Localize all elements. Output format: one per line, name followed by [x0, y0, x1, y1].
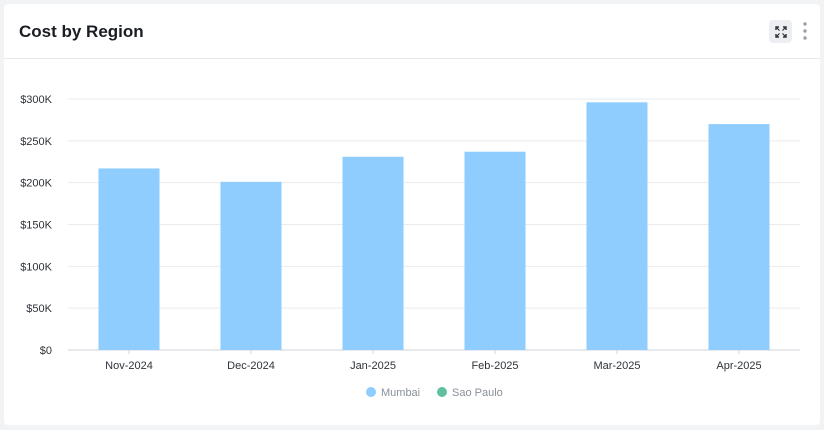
y-tick-label: $50K [26, 303, 52, 315]
legend-item-sao-paulo[interactable]: Sao Paulo [437, 387, 503, 399]
x-axis-ticks: Nov-2024 Dec-2024 Jan-2025 Feb-2025 Mar-2025… [105, 350, 762, 372]
legend-label: Mumbai [381, 387, 420, 399]
legend-swatch [437, 387, 447, 397]
card-header: Cost by Region [4, 4, 820, 59]
bar-dec-2024[interactable] [220, 181, 282, 350]
x-tick-label: Jan-2025 [350, 360, 396, 372]
bar-feb-2025[interactable] [464, 151, 526, 350]
x-tick-label: Mar-2025 [593, 360, 640, 372]
vertical-dots-icon [803, 22, 807, 40]
legend-swatch [366, 387, 376, 397]
grid-lines [68, 98, 800, 351]
y-axis-ticks: $0 $50K $100K $150K $200K $250K $300K [20, 94, 52, 357]
expand-icon [774, 25, 787, 38]
x-tick-label: Apr-2025 [716, 360, 761, 372]
x-tick-label: Feb-2025 [471, 360, 518, 372]
card-title: Cost by Region [19, 22, 144, 41]
x-tick-label: Dec-2024 [227, 360, 275, 372]
bars [98, 102, 770, 350]
bar-jan-2025[interactable] [342, 156, 404, 350]
y-tick-label: $300K [20, 94, 52, 106]
bar-apr-2025[interactable] [708, 124, 770, 350]
legend-item-mumbai[interactable]: Mumbai [366, 387, 420, 399]
y-tick-label: $200K [20, 178, 52, 190]
y-tick-label: $150K [20, 220, 52, 232]
legend-label: Sao Paulo [452, 387, 503, 399]
y-tick-label: $0 [40, 345, 52, 357]
x-tick-label: Nov-2024 [105, 360, 153, 372]
y-tick-label: $250K [20, 136, 52, 148]
expand-button[interactable] [769, 20, 792, 43]
bar-mar-2025[interactable] [586, 102, 648, 350]
bar-nov-2024[interactable] [98, 168, 160, 350]
y-tick-label: $100K [20, 261, 52, 273]
more-options-button[interactable] [799, 20, 811, 42]
legend: Mumbai Sao Paulo [366, 387, 503, 399]
